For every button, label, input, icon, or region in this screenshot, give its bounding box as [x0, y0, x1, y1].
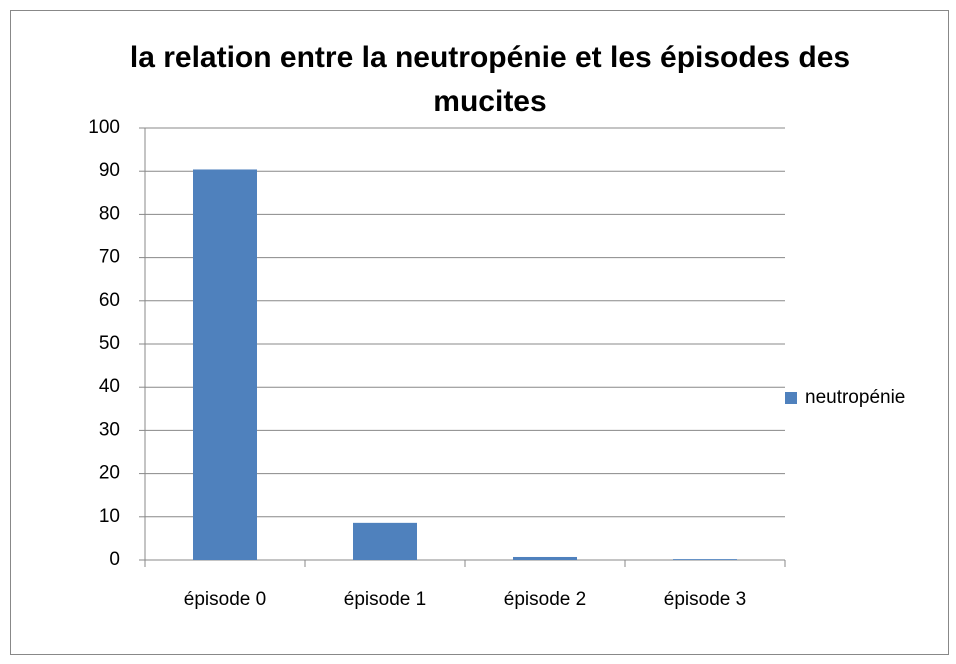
bar [193, 169, 257, 561]
y-tick-label: 100 [88, 117, 120, 138]
x-tick-label: épisode 3 [664, 589, 746, 610]
x-tick-label: épisode 1 [344, 589, 426, 610]
y-tick-label: 0 [109, 549, 120, 570]
y-tick-label: 50 [99, 333, 120, 354]
legend-swatch [785, 392, 797, 404]
chart-title: la relation entre la neutropénie et les … [129, 41, 851, 118]
chart-frame [10, 10, 949, 655]
y-tick-label: 70 [99, 247, 120, 268]
bar [673, 559, 737, 560]
y-tick-label: 20 [99, 463, 120, 484]
y-tick-label: 30 [99, 419, 120, 440]
y-tick-label: 80 [99, 203, 120, 224]
y-tick-label: 40 [99, 376, 120, 397]
bar [353, 522, 417, 560]
y-tick-label: 90 [99, 160, 120, 181]
y-tick-label: 10 [99, 506, 120, 527]
x-tick-label: épisode 2 [504, 589, 586, 610]
y-tick-label: 60 [99, 290, 120, 311]
bar [513, 556, 577, 560]
legend-label: neutropénie [805, 387, 905, 408]
x-tick-label: épisode 0 [184, 589, 266, 610]
